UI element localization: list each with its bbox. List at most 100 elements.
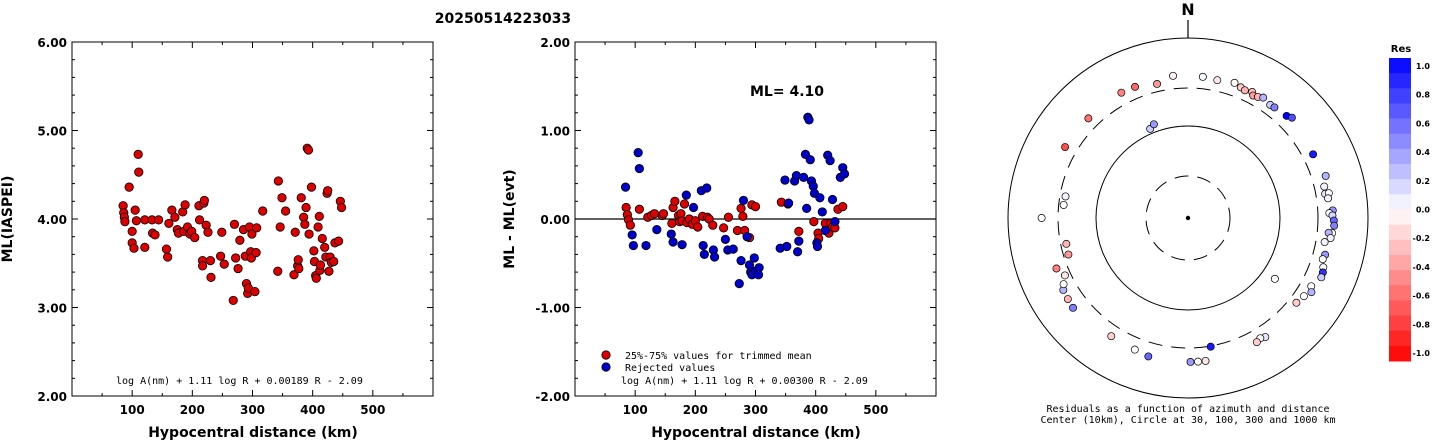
residual-point bbox=[1084, 114, 1093, 123]
x-tick-label: 500 bbox=[360, 403, 385, 417]
colorbar-tick-label: -0.4 bbox=[1413, 263, 1431, 272]
residual-point bbox=[1206, 342, 1215, 351]
x-axis-label-left: Hypocentral distance (km) bbox=[148, 425, 358, 441]
data-point bbox=[127, 226, 137, 236]
data-point bbox=[314, 211, 324, 221]
colorbar-blocks bbox=[1389, 58, 1411, 362]
residual-point bbox=[1130, 345, 1139, 354]
legend-marker-trimmed bbox=[601, 350, 611, 360]
residual-point bbox=[1059, 200, 1068, 209]
data-point bbox=[311, 273, 321, 283]
data-point bbox=[273, 266, 283, 276]
colorbar-segment bbox=[1389, 239, 1411, 256]
residual-point bbox=[1270, 274, 1279, 283]
data-point bbox=[315, 260, 326, 270]
residual-point bbox=[1061, 143, 1070, 151]
data-point bbox=[251, 248, 261, 258]
distance-circle-300km bbox=[1057, 87, 1319, 349]
data-point bbox=[825, 155, 835, 166]
points-middle bbox=[620, 112, 850, 289]
data-point bbox=[679, 199, 690, 209]
residual-point bbox=[1307, 288, 1316, 297]
residual-point bbox=[1060, 271, 1069, 280]
data-point bbox=[688, 202, 699, 213]
colorbar-tick-label: 0.6 bbox=[1416, 119, 1431, 128]
data-point bbox=[120, 217, 130, 227]
data-point bbox=[252, 223, 262, 233]
data-point bbox=[170, 212, 180, 222]
points-left bbox=[118, 143, 347, 306]
data-point bbox=[323, 186, 333, 196]
data-point bbox=[300, 219, 310, 229]
data-point bbox=[190, 232, 200, 243]
data-point bbox=[804, 115, 814, 125]
colorbar-segment bbox=[1389, 285, 1411, 301]
chart-title: 20250514223033 bbox=[435, 11, 571, 27]
residual-point bbox=[1252, 338, 1261, 347]
residual-point bbox=[1320, 182, 1329, 191]
data-point bbox=[736, 203, 746, 213]
data-point bbox=[699, 249, 709, 259]
data-point bbox=[799, 172, 809, 183]
residual-point bbox=[1287, 113, 1296, 122]
residual-point bbox=[1059, 280, 1068, 289]
map-caption-line-1: Residuals as a function of azimuth and d… bbox=[1047, 404, 1330, 415]
data-point bbox=[293, 255, 303, 265]
colorbar-tick-label: 0.4 bbox=[1416, 148, 1431, 157]
residual-point bbox=[1321, 171, 1330, 180]
data-point bbox=[229, 219, 240, 229]
data-point bbox=[783, 198, 794, 208]
residual-point bbox=[1186, 358, 1195, 366]
data-point bbox=[129, 243, 139, 253]
y-tick-label: 2.00 bbox=[37, 390, 67, 404]
data-point bbox=[620, 182, 631, 192]
x-tick-label: 100 bbox=[120, 403, 145, 417]
legend-marker-rejected bbox=[601, 362, 611, 372]
data-point bbox=[677, 240, 687, 250]
data-point bbox=[667, 218, 677, 229]
data-point bbox=[698, 240, 708, 251]
data-point bbox=[294, 263, 304, 274]
y-tick-label: 2.00 bbox=[540, 36, 570, 50]
colorbar-segment bbox=[1389, 345, 1411, 362]
data-point bbox=[140, 242, 150, 252]
colorbar-segment bbox=[1389, 315, 1411, 332]
data-point bbox=[199, 195, 209, 206]
data-point bbox=[309, 246, 319, 256]
residual-point bbox=[1169, 71, 1178, 80]
colorbar-segment bbox=[1389, 58, 1411, 74]
residual-point bbox=[1131, 82, 1139, 91]
data-point bbox=[317, 233, 327, 244]
epicenter-dot bbox=[1185, 215, 1191, 221]
data-point bbox=[313, 222, 323, 232]
data-point bbox=[180, 200, 190, 210]
y-tick-label: -1.00 bbox=[535, 302, 570, 316]
y-tick-label: 5.00 bbox=[37, 125, 67, 139]
data-point bbox=[802, 203, 812, 213]
data-point bbox=[206, 272, 216, 283]
residual-point bbox=[1063, 295, 1072, 304]
colorbar-segment bbox=[1389, 164, 1411, 180]
data-point bbox=[641, 240, 651, 251]
data-point bbox=[625, 220, 635, 230]
residual-point bbox=[1198, 72, 1207, 81]
colorbar-segment bbox=[1389, 209, 1411, 226]
x-tick-label: 400 bbox=[803, 403, 828, 417]
legend-middle: 25%-75% values for trimmed mean Rejected… bbox=[601, 350, 812, 374]
colorbar-segment bbox=[1389, 270, 1411, 286]
x-tick-label: 200 bbox=[180, 403, 205, 417]
data-point bbox=[296, 193, 306, 203]
data-point bbox=[150, 230, 160, 240]
colorbar-ticks: 1.0 0.8 0.6 0.4 0.2 0.0 -0.2 -0.4 -0.6 -0.8 -1.0 bbox=[1413, 62, 1431, 358]
residual-point bbox=[1326, 234, 1335, 242]
residual-point bbox=[1064, 250, 1073, 259]
data-point bbox=[235, 235, 245, 245]
data-point bbox=[815, 193, 825, 203]
data-point bbox=[709, 252, 720, 262]
data-point bbox=[247, 229, 257, 239]
residual-point bbox=[1061, 192, 1070, 201]
north-label: N bbox=[1181, 0, 1194, 19]
colorbar-segment bbox=[1389, 254, 1411, 271]
data-point bbox=[134, 167, 144, 177]
